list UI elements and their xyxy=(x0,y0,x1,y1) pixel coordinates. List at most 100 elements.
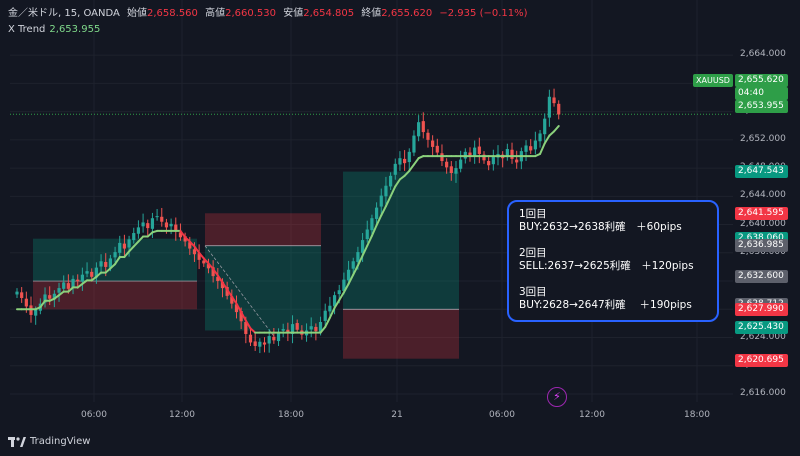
x-trend-segment xyxy=(137,235,145,243)
y-tick-label: 2,664.000 xyxy=(740,49,786,60)
price-tag: 2,627.990 xyxy=(735,302,788,316)
candle-body xyxy=(85,271,89,274)
candle-body xyxy=(113,252,117,258)
lightning-icon[interactable]: ⚡ xyxy=(547,387,567,407)
candle-body xyxy=(295,323,299,330)
candle-body xyxy=(533,140,537,150)
x-trend-segment xyxy=(324,316,331,328)
x-tick-label: 18:00 xyxy=(684,410,710,420)
candle-body xyxy=(398,158,402,165)
candle-body xyxy=(267,336,271,344)
candle-body xyxy=(440,153,444,162)
x-trend-segment xyxy=(249,327,257,334)
price-tag: 2,647.543 xyxy=(735,164,788,178)
candle-body xyxy=(160,216,164,222)
candle-body xyxy=(206,264,211,269)
x-trend-segment xyxy=(198,251,205,260)
legend-symbol: 金／米ドル, 15, OANDA xyxy=(8,8,120,19)
candle-body xyxy=(552,97,556,104)
candle-body xyxy=(524,145,528,152)
trade-note-box[interactable]: 1回目 BUY:2632→2638利確 ＋60pips 2回目 SELL:263… xyxy=(507,200,719,322)
candle-body xyxy=(80,274,84,282)
legend-close: 2,655.620 xyxy=(381,8,433,19)
candle-body xyxy=(108,258,112,268)
legend-high-label: 高値 xyxy=(205,8,226,19)
x-trend-segment xyxy=(128,245,135,253)
x-trend-segment xyxy=(412,157,420,166)
candle-body xyxy=(211,267,215,277)
brand-name: TradingView xyxy=(30,436,91,447)
x-trend-segment xyxy=(370,224,378,237)
candle-body xyxy=(417,122,421,137)
x-trend-segment xyxy=(207,262,215,271)
candle-body xyxy=(459,159,463,169)
note-line-2: BUY:2632→2638利確 ＋60pips xyxy=(519,221,682,233)
candle-body xyxy=(127,239,131,248)
candle-body xyxy=(290,324,295,334)
gridlines xyxy=(10,0,733,402)
note-line-3: 2回目 xyxy=(519,247,547,259)
x-trend-segment xyxy=(333,299,341,309)
candle-body xyxy=(529,146,533,151)
legend-change: −2.935 (−0.11%) xyxy=(439,8,528,19)
x-trend-segment xyxy=(123,250,131,259)
candle-body xyxy=(538,133,542,142)
candle-body xyxy=(314,326,318,332)
candle-body xyxy=(169,223,173,227)
candle-body xyxy=(62,282,66,289)
candle-body xyxy=(337,290,341,295)
candle-body xyxy=(239,311,243,322)
trend-indicator-name[interactable]: X Trend xyxy=(8,24,46,35)
y-tick-label: 2,616.000 xyxy=(740,388,786,398)
price-tag: 2,632.600 xyxy=(735,270,788,284)
note-line-6: BUY:2628→2647利確 ＋190pips xyxy=(519,299,692,311)
candle-body xyxy=(276,331,281,342)
x-trend-segment xyxy=(394,178,401,188)
x-trend-segment xyxy=(146,231,154,238)
legend-open: 2,658.560 xyxy=(147,8,198,19)
x-trend-segment xyxy=(543,134,551,145)
candle-body xyxy=(15,291,19,295)
candle-body xyxy=(253,341,257,346)
x-trend-segment xyxy=(212,268,219,277)
candle-body xyxy=(370,218,374,231)
legend-low: 2,654.805 xyxy=(303,8,355,19)
candle-body xyxy=(389,175,393,187)
candle-body xyxy=(150,218,155,229)
x-trend-segment xyxy=(553,125,560,133)
x-trend-segment xyxy=(380,205,387,217)
candle-body xyxy=(332,295,337,307)
candle-body xyxy=(342,279,346,291)
price-tag: 2,620.695 xyxy=(735,354,788,368)
candle-body xyxy=(272,336,276,341)
x-trend-segment xyxy=(548,130,556,137)
x-tick-label: 12:00 xyxy=(169,410,195,420)
x-trend-segment xyxy=(319,325,327,334)
x-trend-segment xyxy=(352,264,359,276)
candle-body xyxy=(412,135,416,153)
x-trend-segment xyxy=(384,195,392,208)
candle-body xyxy=(403,158,407,164)
x-tick-label: 12:00 xyxy=(579,410,605,420)
candle-body xyxy=(155,216,159,218)
x-trend-segment xyxy=(389,185,397,198)
candle-body xyxy=(43,294,47,303)
x-trend-segment xyxy=(235,302,243,314)
candle-body xyxy=(449,166,453,174)
candle-body xyxy=(230,296,234,304)
candle-body xyxy=(66,283,70,289)
candle-body xyxy=(234,304,239,313)
candle-body xyxy=(216,276,220,282)
tradingview-logo[interactable]: TradingView xyxy=(8,436,90,447)
profit-zone xyxy=(205,245,321,331)
candle-body xyxy=(178,232,183,238)
trade-zones xyxy=(33,171,459,359)
candle-body xyxy=(384,185,388,197)
legend-open-label: 始値 xyxy=(127,8,148,19)
x-trend-segment xyxy=(240,311,247,322)
y-tick-label: 2,644.000 xyxy=(740,190,786,201)
x-trend-segment xyxy=(114,256,121,266)
x-trend-segment xyxy=(104,267,112,274)
candle-body xyxy=(309,326,313,330)
